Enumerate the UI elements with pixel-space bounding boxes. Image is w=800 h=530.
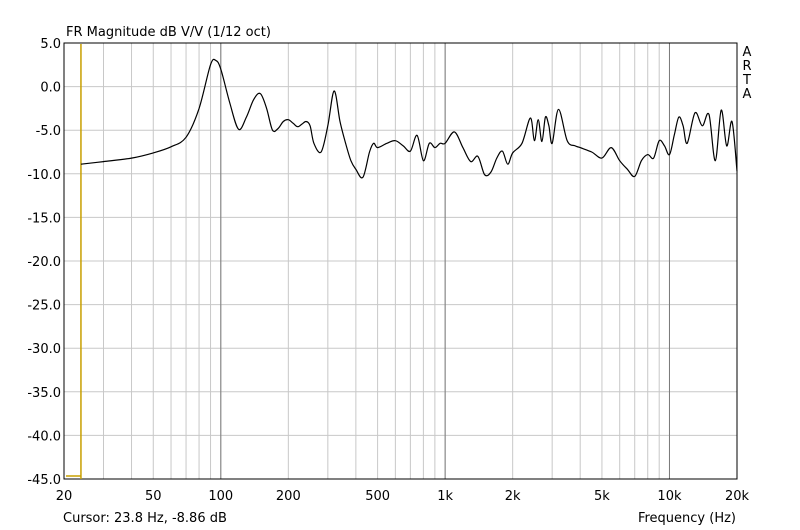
x-tick-label: 500 [365, 489, 390, 504]
series-layer [80, 58, 738, 179]
y-tick-label: 5.0 [40, 37, 61, 52]
y-tick-label: 0.0 [40, 81, 61, 96]
x-tick-label: 100 [208, 489, 233, 504]
y-tick-label: -40.0 [27, 429, 61, 444]
y-tick-label: -15.0 [27, 211, 61, 226]
y-tick-label: -10.0 [27, 168, 61, 183]
y-tick-label: -45.0 [27, 473, 61, 488]
cursor-layer[interactable] [66, 44, 82, 479]
x-tick-label: 2k [505, 489, 521, 504]
major-grid [220, 43, 670, 479]
watermark-letter: R [742, 59, 751, 74]
x-tick-label: 5k [594, 489, 610, 504]
x-tick-label: 20 [56, 489, 73, 504]
y-tick-labels: 5.0 0.0 -5.0 -10.0 -15.0 -20.0 -25.0 -30.0 -35.0… [27, 37, 61, 488]
y-tick-label: -35.0 [27, 386, 61, 401]
watermark-letter: T [742, 73, 751, 88]
plot-frame [63, 42, 738, 480]
y-tick-label: -20.0 [27, 255, 61, 270]
cursor-readout: Cursor: 23.8 Hz, -8.86 dB [63, 511, 227, 526]
y-tick-label: -5.0 [36, 124, 61, 139]
watermark-letter: A [743, 87, 752, 102]
chart-title: FR Magnitude dB V/V (1/12 oct) [66, 25, 271, 40]
y-tick-label: -25.0 [27, 299, 61, 314]
series-line [80, 58, 738, 179]
x-axis-label: Frequency (Hz) [638, 511, 736, 526]
x-tick-labels: 20 50 100 200 500 1k 2k 5k 10k 20k [56, 489, 750, 504]
x-tick-label: 50 [145, 489, 162, 504]
x-tick-label: 20k [725, 489, 750, 504]
x-tick-label: 200 [276, 489, 301, 504]
minor-grid [64, 42, 737, 480]
x-tick-label: 1k [437, 489, 453, 504]
watermark-letter: A [743, 45, 752, 60]
y-tick-label: -30.0 [27, 342, 61, 357]
x-tick-label: 10k [657, 489, 682, 504]
